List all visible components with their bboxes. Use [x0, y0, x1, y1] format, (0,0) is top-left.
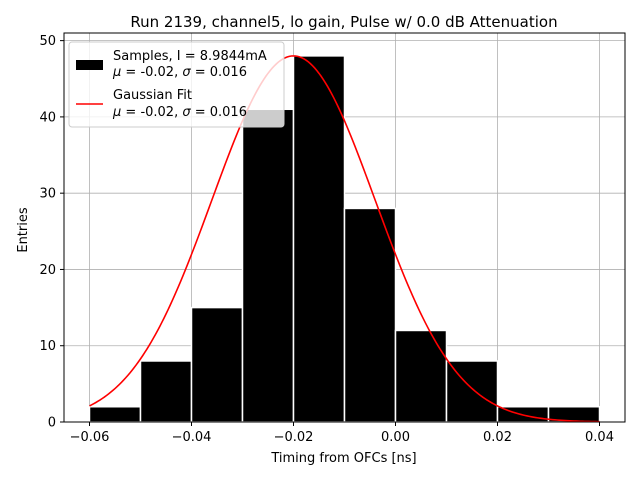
- x-tick-label-1: −0.04: [172, 430, 212, 445]
- y-tick-label-1: 10: [39, 339, 56, 354]
- legend-samples-swatch: [76, 60, 103, 70]
- plot-frame: [63, 32, 626, 423]
- histogram-bar-1: [139, 360, 193, 423]
- y-tick-label-3: 30: [39, 187, 56, 202]
- y-axis-ticks: 0 10 20 30 40 50: [39, 34, 64, 431]
- histogram-bar-2: [190, 306, 244, 423]
- x-tick-label-3: 0.00: [381, 430, 410, 445]
- x-tick-label-2: −0.02: [274, 430, 314, 445]
- gaussian-fit-line: [89, 55, 600, 423]
- legend-fit-mu-value: = -0.02,: [121, 105, 182, 120]
- legend-fit-mu-symbol: μ: [112, 105, 121, 120]
- histogram-bar-0: [88, 405, 142, 423]
- legend-fit-stats: μ = -0.02, σ = 0.016: [112, 105, 247, 120]
- histogram-bar-6: [394, 329, 448, 423]
- chart-title: Run 2139, channel5, lo gain, Pulse w/ 0.…: [130, 13, 557, 31]
- x-axis-label: Timing from OFCs [ns]: [270, 451, 416, 466]
- legend-box: [68, 41, 285, 128]
- legend-fit-label: Gaussian Fit: [113, 88, 192, 103]
- legend-samples-mu-value: = -0.02,: [121, 65, 182, 80]
- histogram-bar-5: [343, 207, 397, 423]
- legend-samples-stats: μ = -0.02, σ = 0.016: [112, 65, 247, 80]
- x-axis-ticks: −0.06 −0.04 −0.02 0.00 0.02 0.04: [70, 422, 614, 445]
- y-tick-label-0: 0: [48, 416, 56, 431]
- y-tick-label-2: 20: [39, 263, 56, 278]
- x-tick-label-4: 0.02: [483, 430, 512, 445]
- y-tick-label-4: 40: [39, 110, 56, 125]
- x-tick-label-0: −0.06: [70, 430, 110, 445]
- legend: Samples, I = 8.9844mA μ = -0.02, σ = 0.0…: [68, 41, 285, 128]
- legend-fit-sigma-value: = 0.016: [191, 105, 247, 120]
- y-tick-label-5: 50: [39, 34, 56, 49]
- legend-samples-mu-symbol: μ: [112, 65, 121, 80]
- legend-samples-sigma-value: = 0.016: [191, 65, 247, 80]
- x-tick-label-5: 0.04: [585, 430, 614, 445]
- legend-samples-sigma-symbol: σ: [182, 65, 191, 80]
- legend-fit-sigma-symbol: σ: [182, 105, 191, 120]
- legend-samples-label: Samples, I = 8.9844mA: [113, 49, 267, 64]
- histogram-bar-4: [292, 55, 346, 423]
- plot-border: [63, 32, 626, 423]
- y-axis-label: Entries: [16, 207, 31, 253]
- histogram-bar-3: [241, 108, 295, 423]
